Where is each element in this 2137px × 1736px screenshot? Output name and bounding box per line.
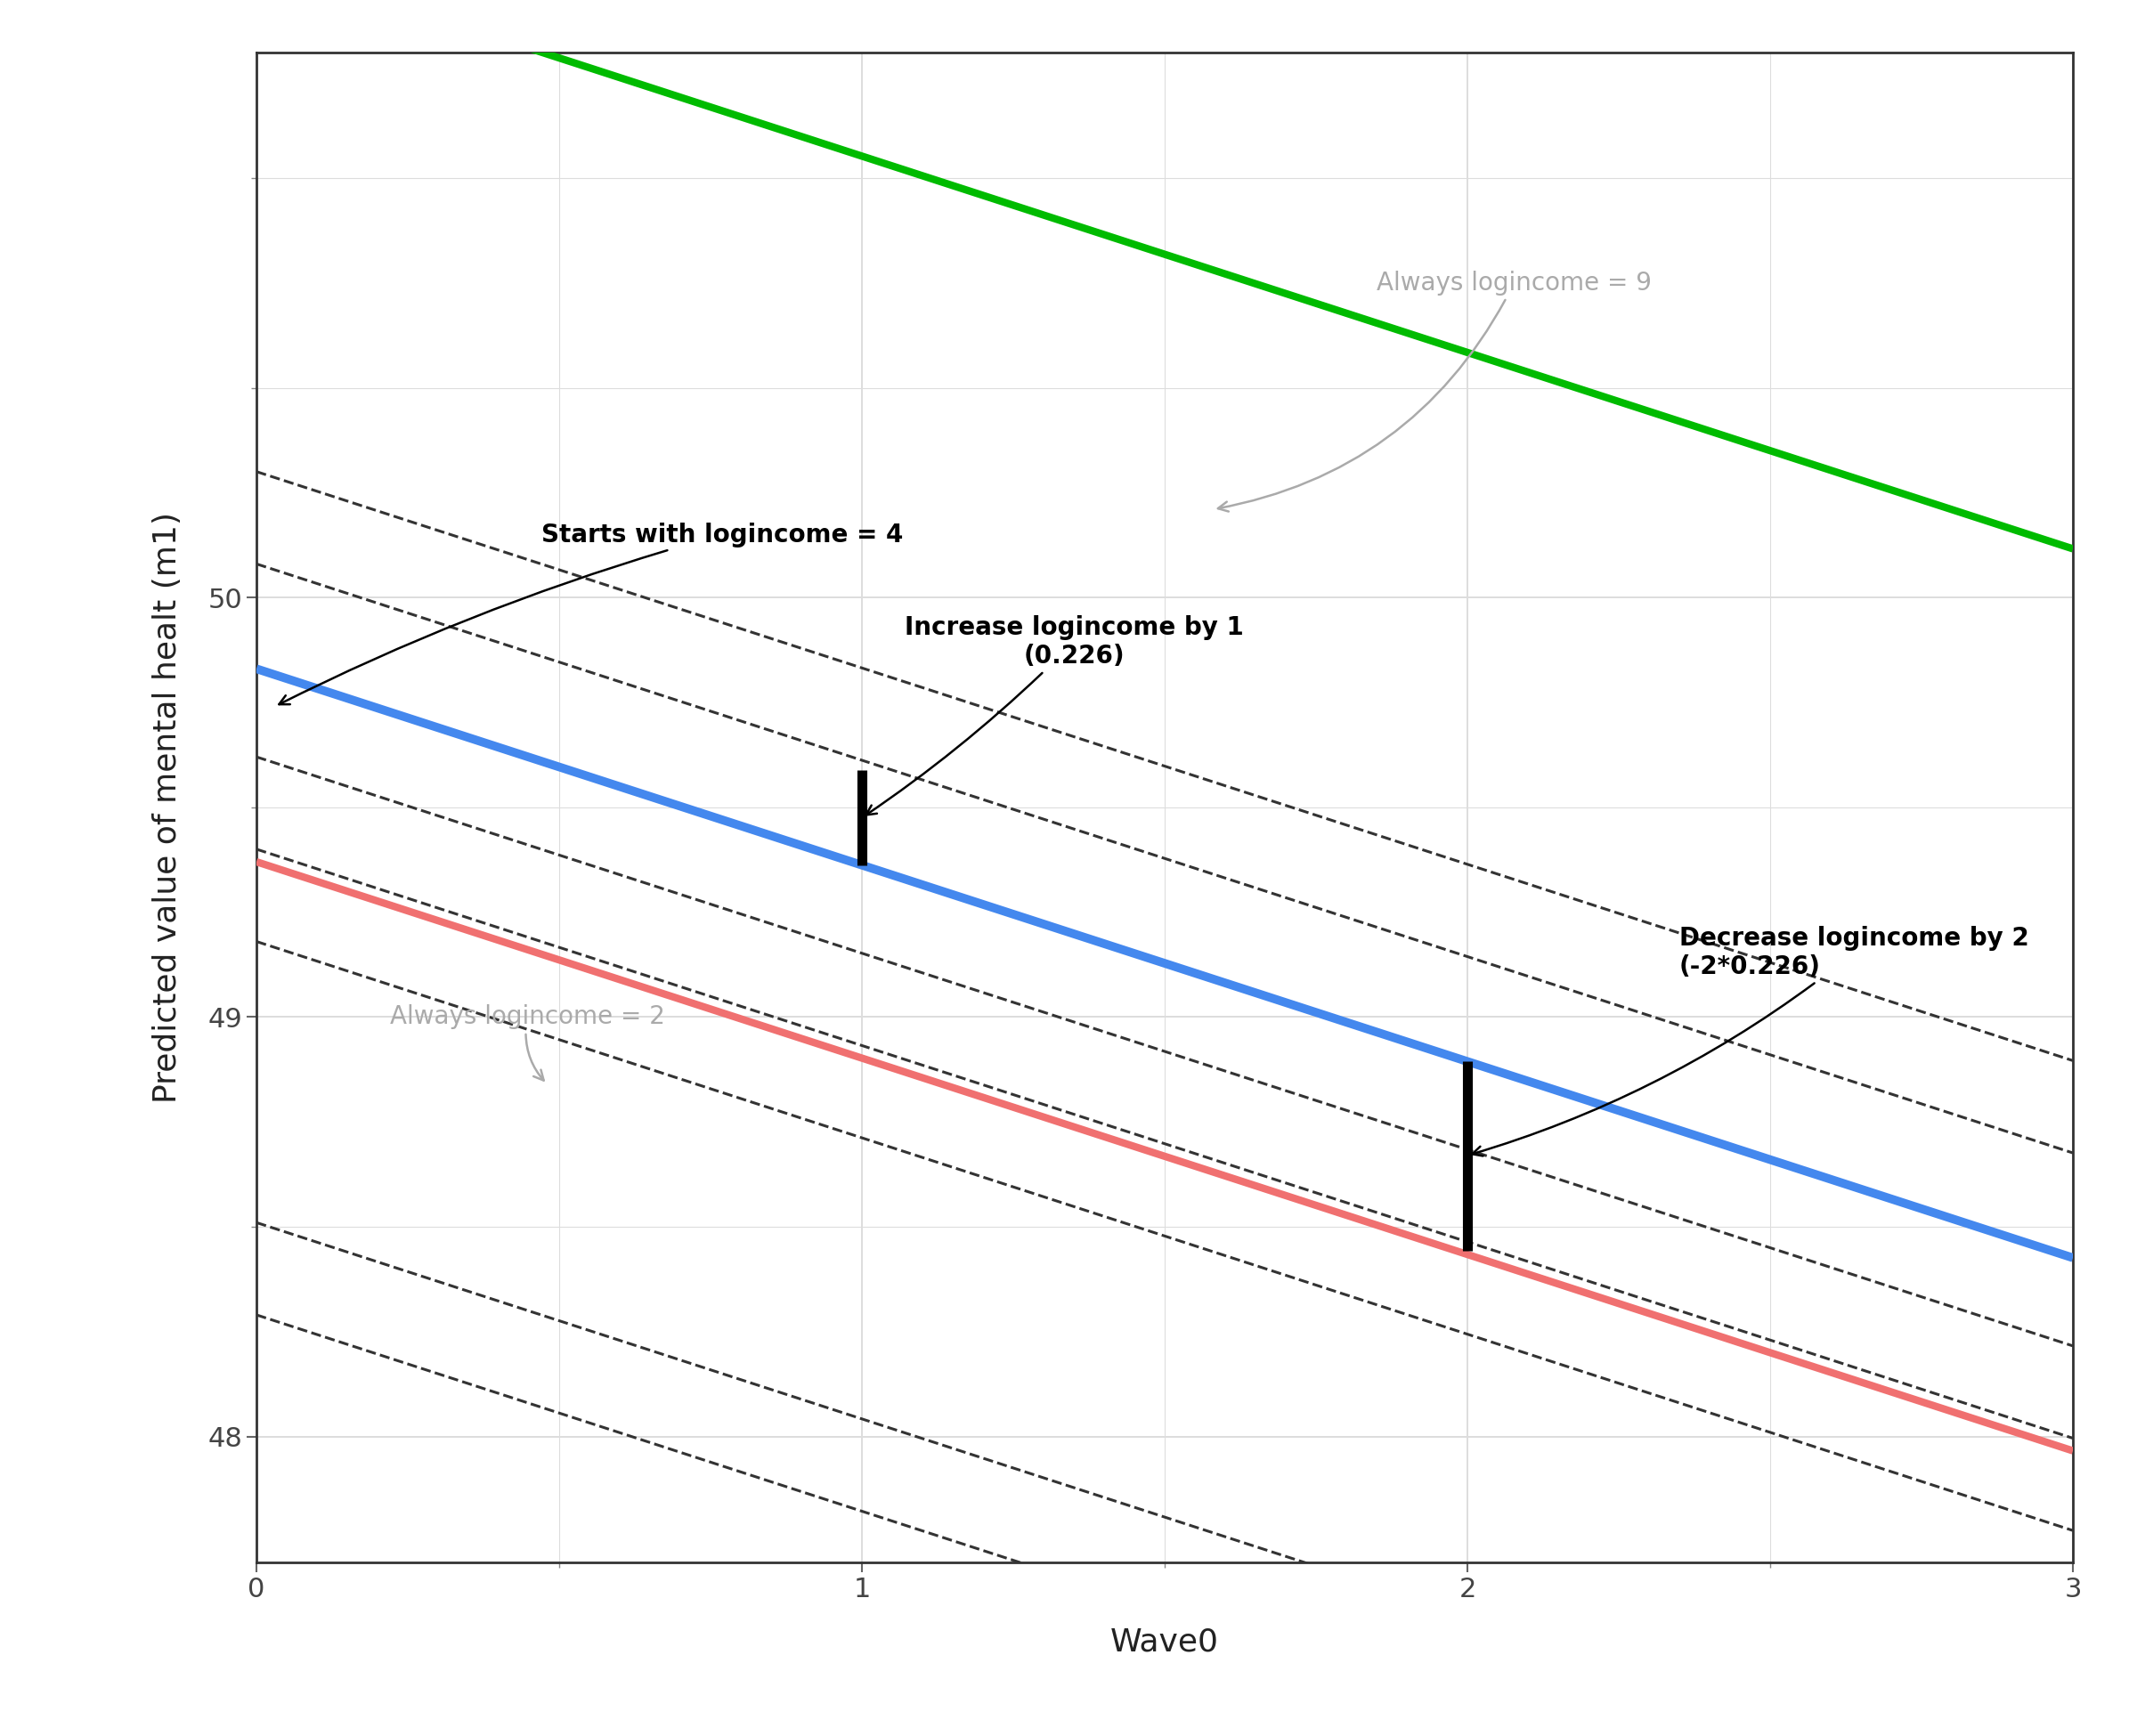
Text: Decrease logincome by 2
(-2*0.226): Decrease logincome by 2 (-2*0.226) (1472, 925, 2028, 1156)
Text: Starts with logincome = 4: Starts with logincome = 4 (280, 523, 902, 705)
Text: Always logincome = 2: Always logincome = 2 (389, 1005, 665, 1080)
Y-axis label: Predicted value of mental healt (m1): Predicted value of mental healt (m1) (152, 512, 184, 1102)
Text: Increase logincome by 1
(0.226): Increase logincome by 1 (0.226) (865, 615, 1244, 814)
X-axis label: Wave0: Wave0 (1111, 1627, 1218, 1658)
Text: Always logincome = 9: Always logincome = 9 (1218, 271, 1652, 512)
